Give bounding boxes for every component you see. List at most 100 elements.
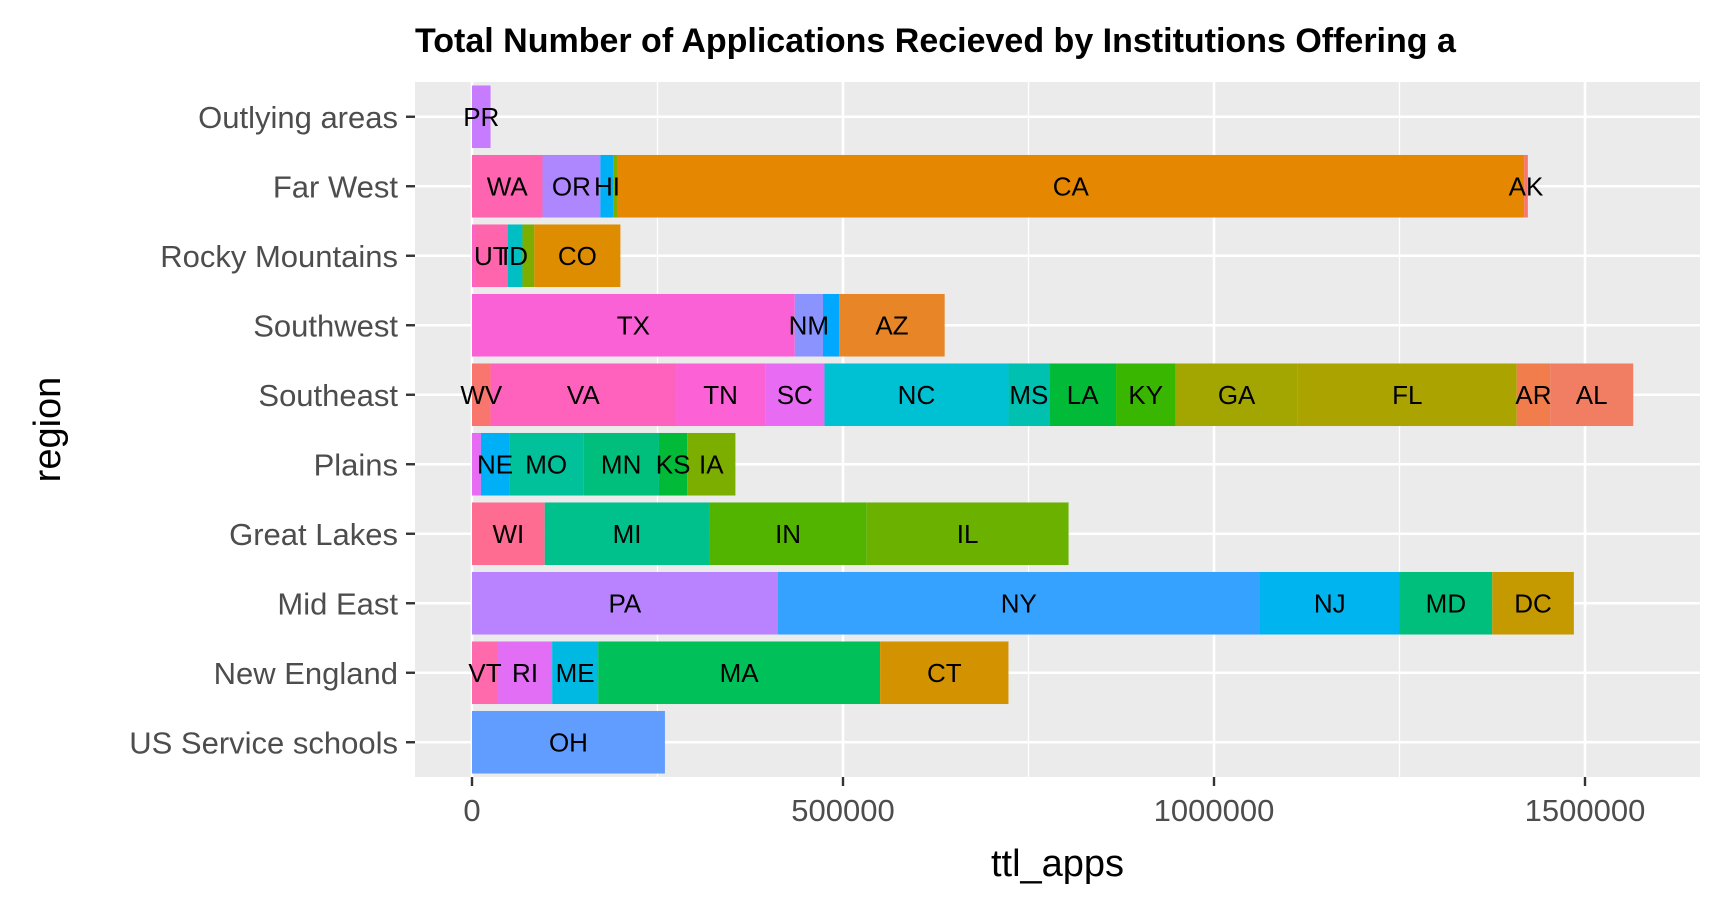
chart-title: Total Number of Applications Recieved by…: [415, 22, 1457, 60]
x-tick-label: 0: [463, 793, 480, 828]
segment-label: CT: [927, 658, 962, 688]
bar-segment: [824, 363, 1009, 427]
segment-label: AK: [1509, 171, 1544, 201]
bar-segment: [839, 293, 945, 357]
bar-segment: [472, 154, 543, 218]
segment-label: IN: [775, 519, 801, 549]
bar-segment: [777, 571, 1261, 635]
segment-label: NY: [1001, 588, 1037, 618]
bar-segment: [1492, 571, 1574, 635]
bar-segment: [472, 363, 491, 427]
bar-segment: [1049, 363, 1117, 427]
bar-segment: [534, 224, 621, 288]
bar-segment: [472, 571, 778, 635]
segment-label: KY: [1128, 380, 1163, 410]
bar-segment: [687, 432, 736, 496]
y-tick-label: Outlying areas: [198, 100, 398, 135]
segment-label: OH: [549, 727, 588, 757]
bar-segment: [472, 502, 545, 566]
x-axis-title: ttl_apps: [991, 843, 1124, 885]
bar-segment: [1116, 363, 1176, 427]
bar-segment: [1516, 363, 1551, 427]
segment-label: RI: [512, 658, 538, 688]
segment-label: NM: [789, 310, 829, 340]
y-tick-label: Plains: [314, 447, 398, 482]
x-tick-label: 1500000: [1525, 793, 1646, 828]
bar-segment: [880, 641, 1009, 705]
segment-label: PR: [463, 102, 499, 132]
segment-label: IA: [699, 449, 724, 479]
segment-label: NE: [477, 449, 513, 479]
y-tick-label: New England: [214, 656, 398, 691]
bar-segment: [1260, 571, 1400, 635]
segment-label: WV: [460, 380, 503, 410]
bar-segment: [472, 641, 498, 705]
bar-segment: [507, 224, 523, 288]
segment-label: OR: [552, 171, 591, 201]
bar-segment: [613, 154, 618, 218]
segment-label: CO: [558, 241, 597, 271]
segment-label: GA: [1218, 380, 1256, 410]
bars: [472, 85, 1634, 774]
bar-segment: [1524, 154, 1528, 218]
segment-label: AL: [1576, 380, 1608, 410]
segment-label: DC: [1514, 588, 1552, 618]
segment-label: ID: [502, 241, 528, 271]
bar-segment: [472, 293, 795, 357]
segment-label: VA: [567, 380, 600, 410]
segment-label: MO: [525, 449, 567, 479]
segment-label: IL: [957, 519, 979, 549]
bar-segment: [522, 224, 535, 288]
segment-label: AR: [1515, 380, 1551, 410]
bar-segment: [866, 502, 1069, 566]
bar-segment: [1008, 363, 1050, 427]
x-tick-label: 1000000: [1154, 793, 1275, 828]
segment-label: MS: [1009, 380, 1048, 410]
bar-segment: [822, 293, 840, 357]
bar-segment: [1175, 363, 1298, 427]
x-tick-label: 500000: [791, 793, 894, 828]
segment-label: SC: [777, 380, 813, 410]
segment-label: HI: [594, 171, 620, 201]
segment-label: WI: [492, 519, 524, 549]
segment-label: MD: [1426, 588, 1466, 618]
x-axis: 0 500000 1000000 1500000: [463, 777, 1645, 828]
bar-segment: [676, 363, 766, 427]
bar-segment: [709, 502, 867, 566]
bar-segment: [600, 154, 614, 218]
bar-segment: [1399, 571, 1493, 635]
bar-segment: [1550, 363, 1634, 427]
bar-segment: [480, 432, 510, 496]
bar-segment: [472, 85, 491, 149]
segment-label: LA: [1067, 380, 1099, 410]
bar-segment: [544, 502, 710, 566]
segment-label: TN: [703, 380, 738, 410]
segment-label: KS: [656, 449, 691, 479]
y-axis: Outlying areas Far West Rocky Mountains Sou…: [129, 100, 415, 760]
segment-label: NJ: [1314, 588, 1346, 618]
bar-segment: [794, 293, 823, 357]
bar-segment: [509, 432, 584, 496]
bar-segment: [583, 432, 659, 496]
bar-segment: [474, 224, 508, 288]
y-axis-title: region: [27, 377, 69, 483]
bar-segment: [472, 432, 481, 496]
segment-label: FL: [1392, 380, 1422, 410]
bar-segment: [542, 154, 601, 218]
segment-label: MA: [720, 658, 760, 688]
segment-label: ME: [556, 658, 595, 688]
segment-label: MN: [601, 449, 641, 479]
bar-segment: [658, 432, 688, 496]
segment-label: NC: [898, 380, 936, 410]
bar-segment: [490, 363, 677, 427]
bar-segment: [765, 363, 825, 427]
bar-segment: [472, 710, 665, 774]
segment-label: TX: [617, 310, 650, 340]
segment-label: VT: [468, 658, 501, 688]
segment-label: PA: [608, 588, 641, 618]
bar-segment: [1297, 363, 1517, 427]
segment-label: MI: [613, 519, 642, 549]
bar-segment: [617, 154, 1525, 218]
bar-segment: [472, 224, 475, 288]
